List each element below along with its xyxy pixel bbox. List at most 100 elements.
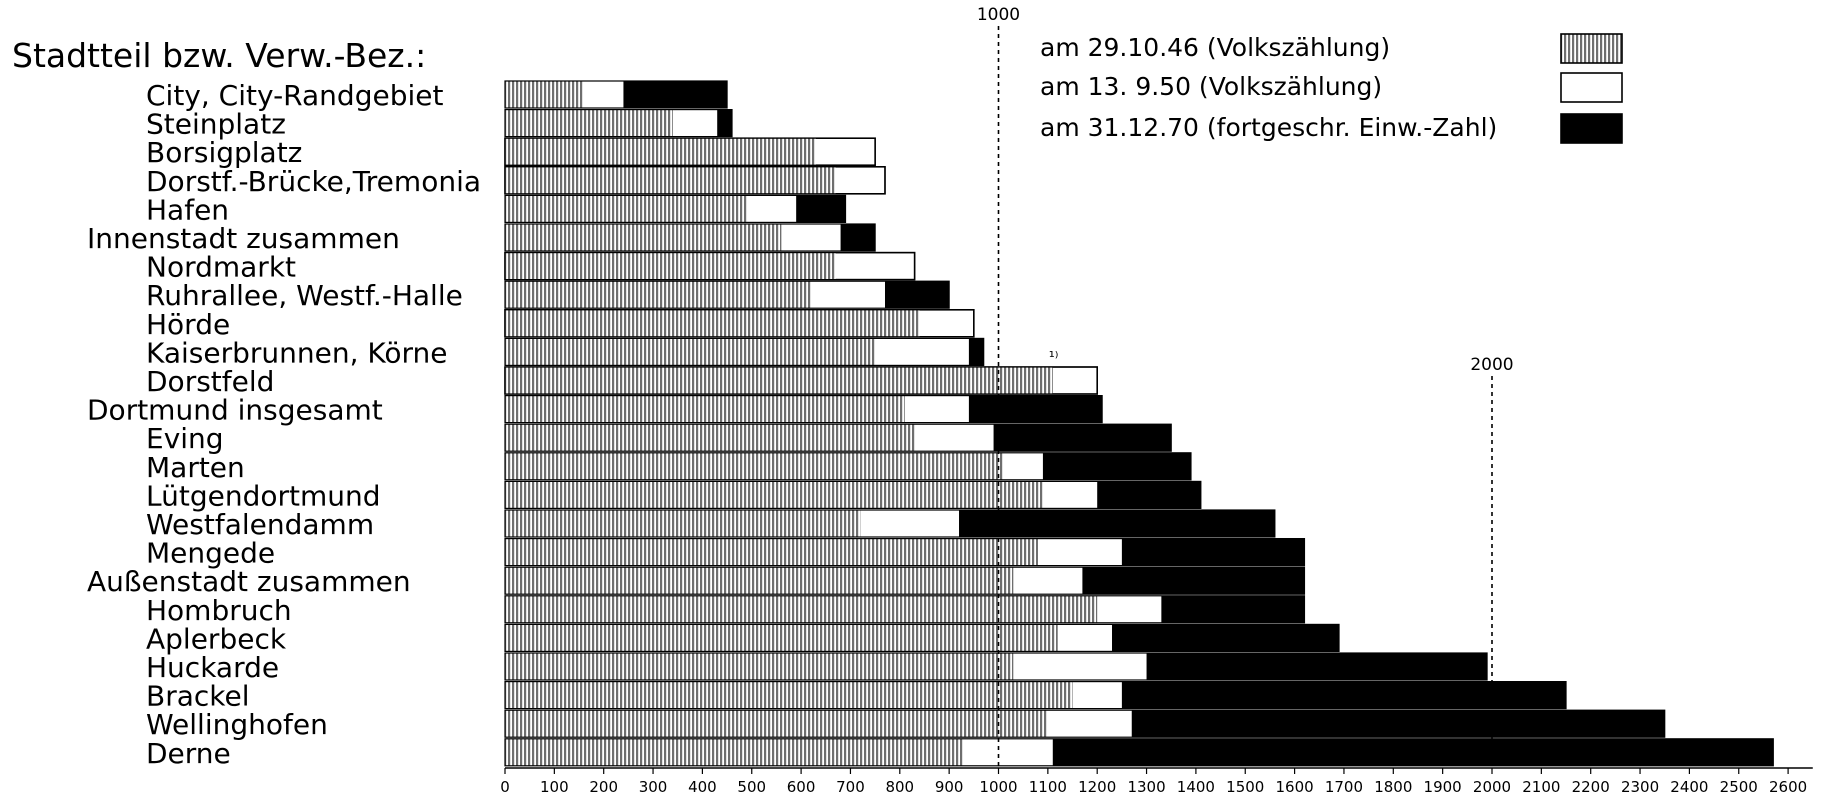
bar-row (504, 395, 1103, 424)
bar-1946 (505, 195, 747, 223)
category-label: Westfalendamm (146, 508, 374, 541)
bar-outline (504, 137, 876, 166)
bar-row (504, 595, 1306, 624)
bar-row (504, 537, 1306, 567)
bar-row (504, 480, 1202, 509)
legend-swatch (1560, 33, 1623, 64)
bar-outline (504, 595, 1306, 624)
bar-1946 (505, 710, 1048, 738)
category-label: Hombruch (146, 594, 292, 627)
x-tick-label: 0 (500, 778, 510, 796)
bar-1946 (505, 510, 861, 537)
legend-label: am 13. 9.50 (Volkszählung) (1040, 72, 1382, 101)
category-label: Eving (146, 422, 224, 455)
legend-swatch (1560, 72, 1623, 103)
bar-row (504, 652, 1488, 681)
bar-outline (504, 480, 1202, 509)
x-tick-label: 200 (589, 778, 618, 796)
bar-outline (504, 252, 916, 281)
category-label: Borsigplatz (146, 136, 302, 169)
bar-outline (504, 395, 1103, 424)
bar-row (504, 509, 1276, 538)
bar-row (504, 366, 1099, 395)
legend-label: am 31.12.70 (fortgeschr. Einw.-Zahl) (1040, 113, 1497, 142)
bar-row (504, 80, 728, 109)
bar-outline (504, 709, 1666, 738)
bar-outline (504, 366, 1098, 395)
bar-1946 (505, 681, 1073, 709)
x-tick-label: 800 (885, 778, 914, 796)
x-tick-label: 1000 (979, 778, 1017, 796)
x-tick-label: 1500 (1226, 778, 1264, 796)
bar-outline (504, 623, 1340, 653)
x-tick-label: 1200 (1078, 778, 1116, 796)
category-label: Huckarde (146, 651, 279, 684)
bar-row (504, 308, 975, 338)
x-tick-label: 500 (737, 778, 766, 796)
category-label: Nordmarkt (146, 251, 296, 284)
bar-1946 (505, 109, 673, 137)
bars-group (504, 80, 1774, 767)
x-tick-label: 900 (935, 778, 964, 796)
bar-1946 (505, 338, 876, 366)
bar-1946 (505, 653, 1014, 680)
category-label: Dortmund insgesamt (87, 394, 383, 427)
x-tick-label: 1100 (1029, 778, 1067, 796)
bar-outline (504, 280, 950, 309)
bar-1946 (505, 738, 964, 766)
bar-1946 (505, 224, 782, 251)
bar-1946 (505, 595, 1098, 623)
bar-outline (504, 108, 733, 138)
x-tick-label: 1400 (1177, 778, 1215, 796)
bar-1946 (505, 166, 836, 194)
x-tick-label: 2300 (1621, 778, 1659, 796)
bar-row (504, 194, 847, 223)
bar-1946 (505, 567, 1014, 595)
x-axis: 0 100 200 300 400 500 600 700 800 900 1000 1100 1200… (500, 767, 1813, 796)
bar-row (504, 623, 1340, 653)
x-tick-label: 1900 (1424, 778, 1462, 796)
bar-1946 (505, 538, 1038, 566)
bar-row (504, 251, 916, 281)
bar-1946 (505, 481, 1043, 509)
bar-1946 (505, 309, 920, 337)
category-label: Steinplatz (146, 108, 286, 141)
bar-row (504, 108, 733, 138)
category-label: City, City-Randgebiet (146, 79, 443, 112)
reference-lines: 1000 2000 (977, 5, 1514, 766)
bar-1946 (505, 395, 905, 423)
x-tick-label: 600 (787, 778, 816, 796)
x-tick-label: 1700 (1325, 778, 1363, 796)
category-label: Dorstfeld (146, 365, 274, 398)
bar-outline (504, 80, 728, 109)
bar-outline (504, 452, 1192, 481)
x-tick-label: 2600 (1769, 778, 1807, 796)
bar-outline (504, 423, 1172, 452)
footnote-mark: ¹⁾ (1049, 348, 1059, 366)
bar-outline (504, 652, 1488, 681)
category-label: Dorstf.-Brücke,Tremonia (146, 165, 481, 198)
x-tick-label: 300 (639, 778, 668, 796)
bar-row (504, 566, 1306, 595)
bar-row (504, 680, 1567, 710)
bar-1946 (505, 81, 584, 108)
bar-outline (504, 194, 847, 223)
x-tick-label: 1300 (1127, 778, 1165, 796)
reference-line-label: 1000 (977, 5, 1020, 25)
reference-line-label: 2000 (1470, 355, 1513, 375)
legend-label: am 29.10.46 (Volkszählung) (1040, 33, 1390, 62)
category-label: Ruhrallee, Westf.-Halle (146, 279, 463, 312)
category-label: Wellinghofen (146, 708, 328, 741)
bar-row (504, 280, 950, 309)
bar-row (504, 223, 876, 252)
bar-outline (504, 680, 1567, 710)
category-header: Stadtteil bzw. Verw.-Bez.: (12, 36, 426, 75)
bar-outline (504, 309, 975, 338)
bar-1946 (505, 367, 1053, 394)
bar-1946 (505, 424, 915, 452)
bar-outline (504, 738, 1774, 767)
legend: am 29.10.46 (Volkszählung) am 13. 9.50 (V… (1040, 33, 1623, 144)
x-tick-label: 400 (688, 778, 717, 796)
category-label: Außenstadt zusammen (87, 565, 411, 598)
